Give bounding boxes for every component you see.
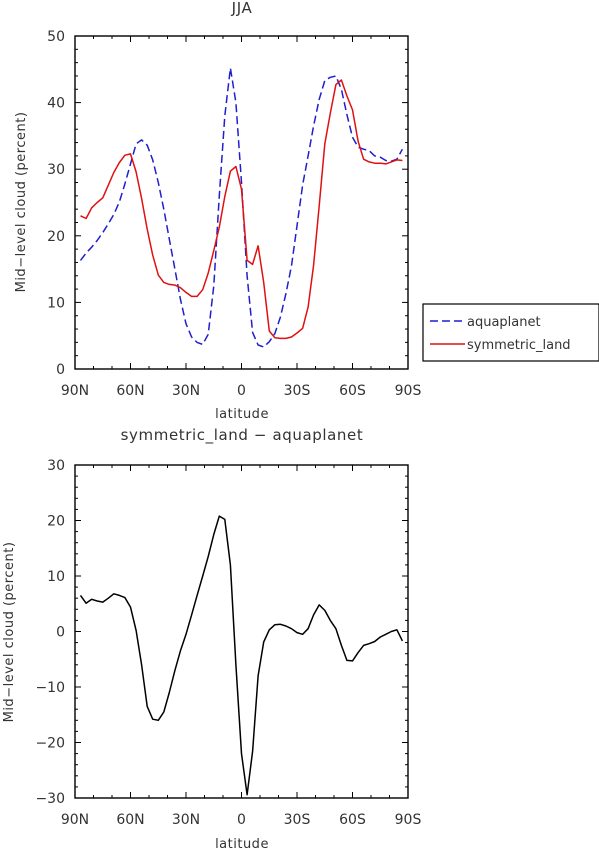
- x-tick-label: 60N: [116, 812, 144, 828]
- y-tick-label: −10: [35, 680, 65, 696]
- x-tick-label: 90S: [395, 812, 422, 828]
- series-line-series-0: [79, 515, 404, 796]
- x-tick-label: 90S: [395, 383, 422, 399]
- series-group: [79, 67, 404, 348]
- x-tick-label: 0: [237, 812, 246, 828]
- x-tick-label: 90N: [61, 812, 89, 828]
- series-group: [79, 515, 404, 796]
- legend-label-aquaplanet: aquaplanet: [467, 315, 541, 330]
- axes: 90N 60N 30N 0 30S 60S 90S −30 −20 −10 0 10 20 30: [35, 458, 421, 828]
- y-tick-label: 0: [56, 625, 65, 641]
- bottom-panel: symmetric_land − aquaplanet 90N 60N 30N 0 30…: [2, 426, 421, 851]
- series-line-aquaplanet: [79, 67, 404, 348]
- x-tick-label: 60N: [116, 383, 144, 399]
- x-axis-label: latitude: [215, 837, 269, 851]
- y-tick-label: 40: [47, 96, 65, 112]
- y-axis-label: Mid−level cloud (percent): [2, 542, 17, 723]
- x-tick-label: 60S: [339, 383, 366, 399]
- y-tick-label: −20: [35, 736, 65, 752]
- chart-title: symmetric_land − aquaplanet: [121, 426, 364, 445]
- legend-box: [422, 303, 599, 362]
- x-tick-label: 30N: [172, 383, 200, 399]
- y-tick-label: −30: [35, 791, 65, 807]
- y-tick-label: 10: [47, 295, 65, 311]
- top-panel: JJA 90N 60N 30N 0 30S 60S 90S 0 10 20 30 40 50 latit…: [14, 0, 599, 422]
- y-tick-label: 0: [56, 362, 65, 378]
- x-tick-label: 30S: [284, 812, 311, 828]
- series-line-symmetric-land: [80, 79, 403, 340]
- legend-label-symmetric-land: symmetric_land: [467, 338, 571, 353]
- x-tick-label: 30N: [172, 812, 200, 828]
- y-tick-label: 20: [47, 514, 65, 530]
- x-tick-label: 90N: [61, 383, 89, 399]
- y-tick-label: 20: [47, 229, 65, 245]
- chart-title: JJA: [231, 0, 253, 17]
- x-tick-label: 30S: [284, 383, 311, 399]
- x-tick-label: 60S: [339, 812, 366, 828]
- y-tick-label: 10: [47, 569, 65, 585]
- legend: aquaplanet symmetric_land: [422, 303, 599, 362]
- y-axis-label: Mid−level cloud (percent): [14, 112, 29, 293]
- plot-frame: [74, 35, 409, 370]
- x-tick-label: 0: [237, 383, 246, 399]
- x-axis-label: latitude: [215, 407, 269, 422]
- y-tick-label: 50: [47, 29, 65, 45]
- y-tick-label: 30: [47, 162, 65, 178]
- y-tick-label: 30: [47, 458, 65, 474]
- axes: 90N 60N 30N 0 30S 60S 90S 0 10 20 30 40 50: [47, 29, 421, 399]
